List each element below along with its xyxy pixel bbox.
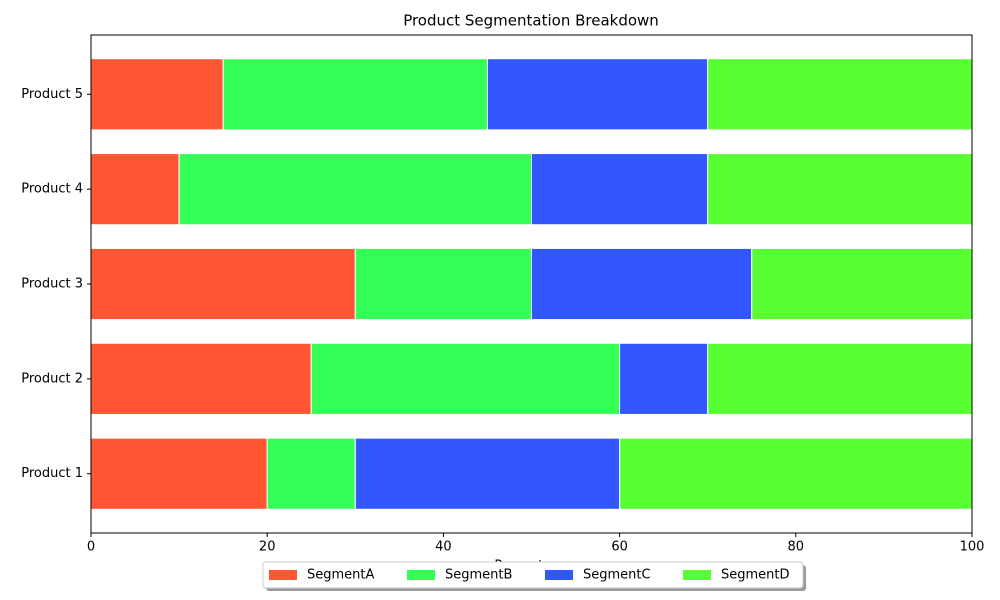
chart-title: Product Segmentation Breakdown bbox=[403, 12, 659, 30]
y-tick-label: Product 3 bbox=[21, 277, 83, 292]
legend-label: SegmentC bbox=[583, 568, 651, 583]
legend-box bbox=[262, 561, 804, 589]
x-tick-label: 20 bbox=[259, 540, 276, 555]
x-tick-label: 0 bbox=[87, 540, 95, 555]
bar-segment bbox=[90, 342, 312, 415]
legend-label: SegmentB bbox=[445, 568, 512, 583]
legend-swatch bbox=[269, 570, 297, 580]
bar-segment bbox=[90, 153, 180, 226]
bar-segment bbox=[178, 153, 532, 226]
y-tick-label: Product 5 bbox=[21, 87, 83, 102]
bar-segment bbox=[90, 58, 224, 131]
bar-segment bbox=[619, 342, 709, 415]
x-tick-label: 80 bbox=[788, 540, 805, 555]
bar-segment bbox=[90, 437, 268, 510]
legend-swatch bbox=[545, 570, 573, 580]
legend: SegmentA SegmentB SegmentC SegmentD bbox=[262, 561, 806, 591]
y-tick-label: Product 1 bbox=[21, 466, 83, 481]
legend-swatch bbox=[683, 570, 711, 580]
bar-segment bbox=[531, 153, 709, 226]
legend-label: SegmentA bbox=[307, 568, 375, 583]
bar-segment bbox=[90, 247, 356, 321]
bar-segment bbox=[354, 247, 532, 321]
y-tick-label: Product 4 bbox=[21, 182, 83, 197]
x-tick-label: 40 bbox=[435, 540, 452, 555]
x-tick-label: 60 bbox=[611, 540, 628, 555]
bar-segment bbox=[310, 342, 621, 415]
legend-swatch bbox=[407, 570, 435, 580]
bar-segment bbox=[707, 153, 973, 226]
plot-area: 0 20 40 60 80 100 Product 1 Product 2 Product 3 P… bbox=[21, 34, 985, 555]
bar-segment bbox=[486, 58, 709, 131]
bar-segment bbox=[707, 58, 973, 131]
y-tick-label: Product 2 bbox=[21, 371, 83, 386]
bar-segment bbox=[354, 437, 621, 510]
bar-segment bbox=[751, 247, 973, 321]
bar-segment bbox=[222, 58, 488, 131]
bar-segment bbox=[619, 437, 973, 510]
bar-segment bbox=[531, 247, 753, 321]
bar-segment bbox=[266, 437, 356, 510]
x-tick-label: 100 bbox=[960, 540, 985, 555]
legend-label: SegmentD bbox=[721, 568, 790, 583]
bar-segment bbox=[707, 342, 973, 415]
